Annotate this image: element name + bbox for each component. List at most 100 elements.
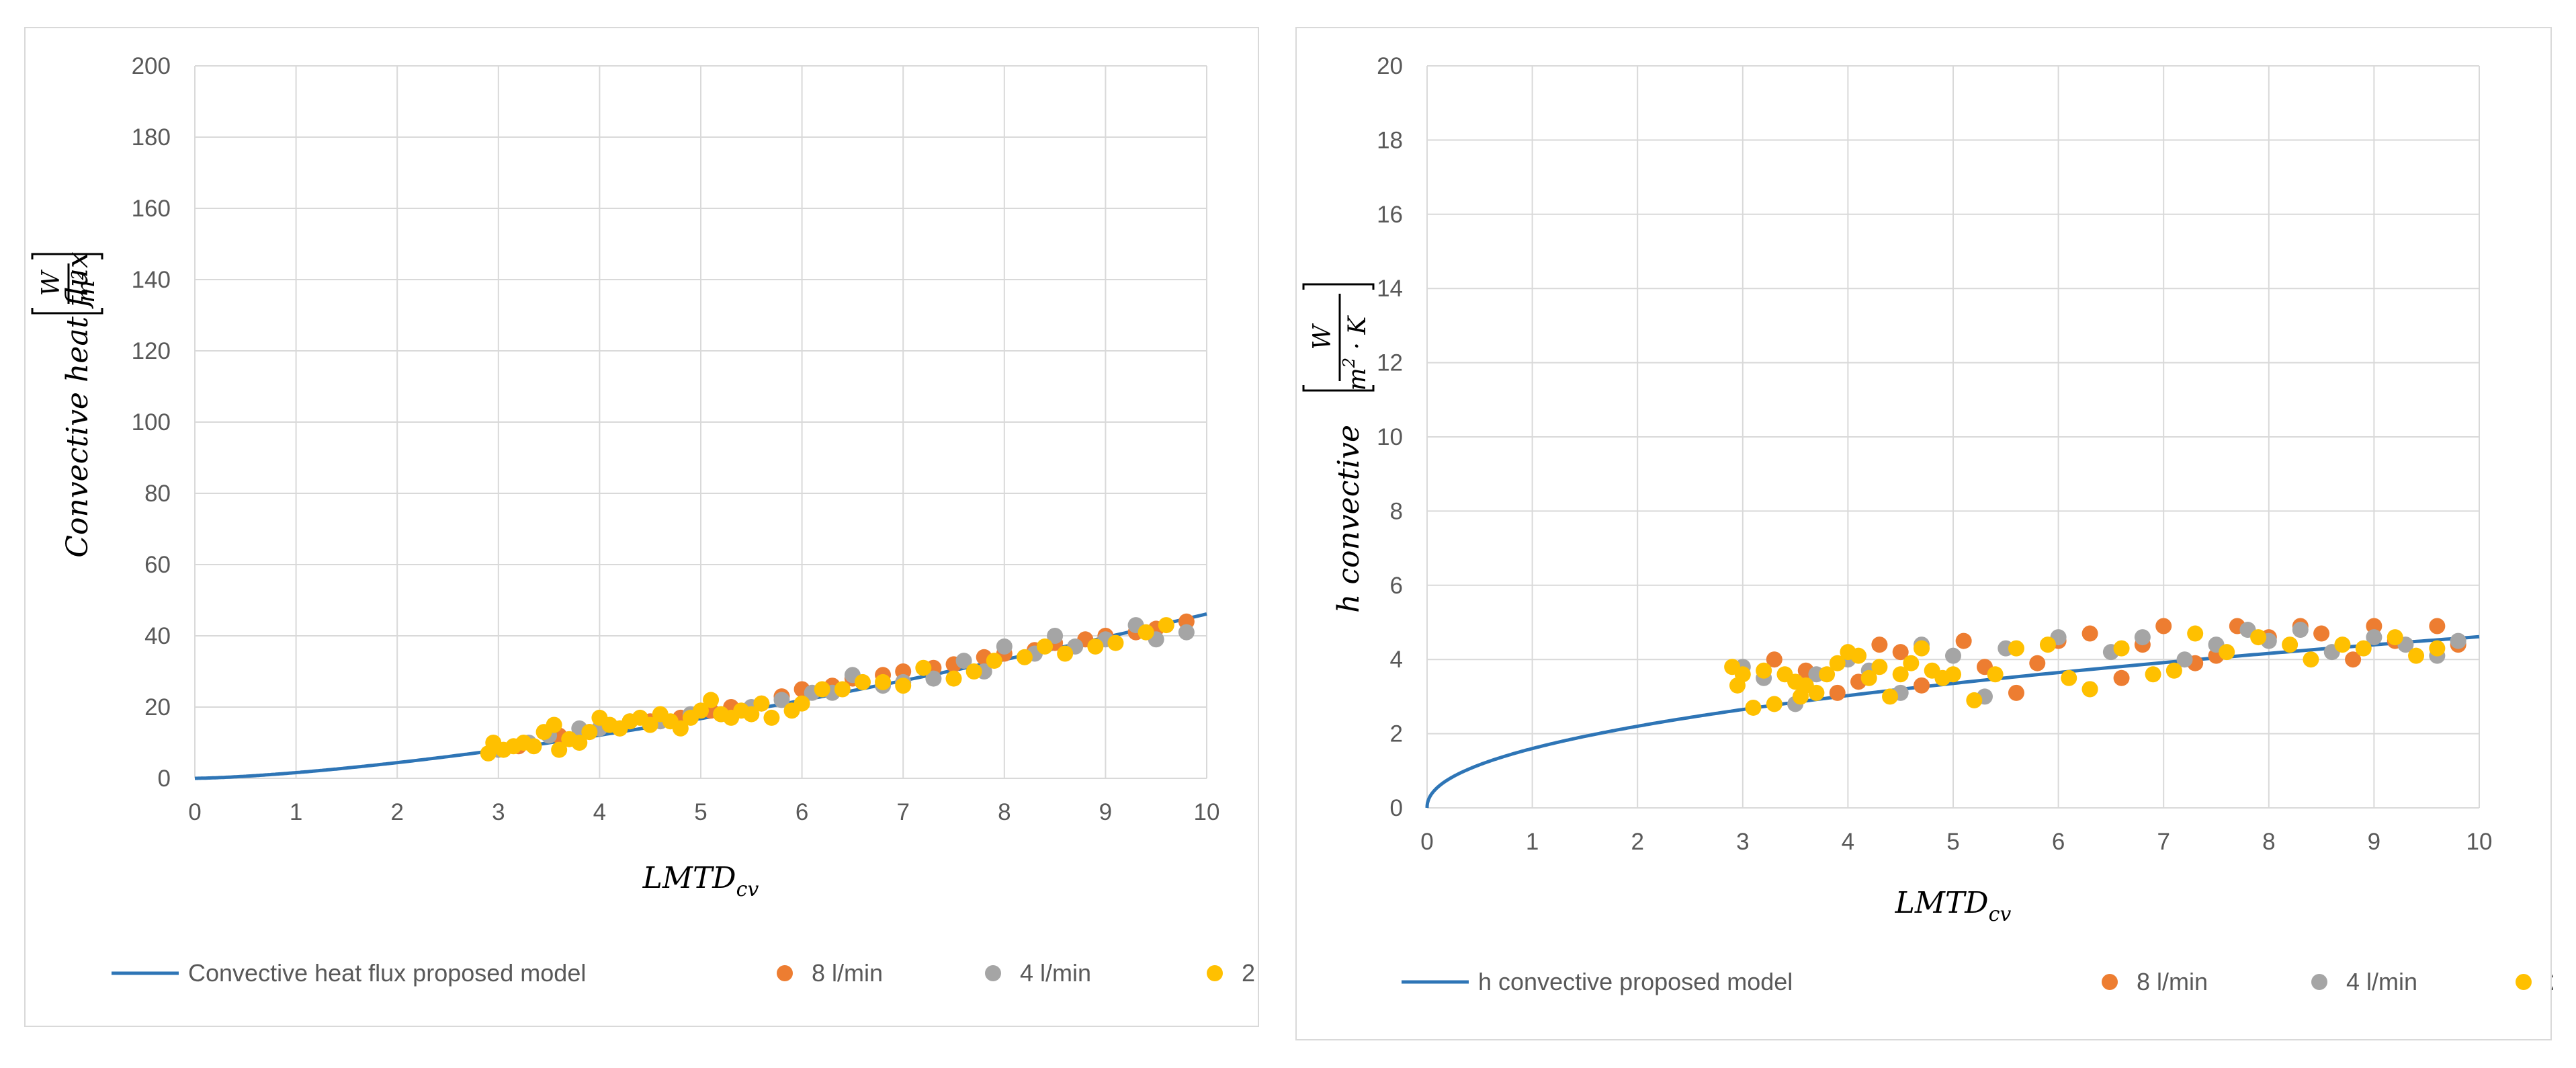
legend-label-2: 2 l/min bbox=[2550, 968, 2553, 995]
data-point bbox=[2408, 647, 2425, 664]
data-point bbox=[743, 706, 760, 723]
data-point bbox=[1016, 649, 1033, 665]
data-point bbox=[2113, 669, 2130, 686]
y-unit-denominator: m2 bbox=[69, 270, 100, 302]
x-tick-label: 4 bbox=[1842, 829, 1854, 855]
legend-label-0: 8 l/min bbox=[812, 959, 883, 987]
data-point bbox=[2303, 651, 2319, 668]
x-tick-label: 5 bbox=[1946, 829, 1959, 855]
data-point bbox=[2081, 625, 2098, 642]
y-tick-label: 12 bbox=[1377, 350, 1403, 376]
left-chart-panel: 0 1 2 3 4 5 6 7 8 9 10 0 20 40 60 80 100 120 140 160 180 200 L… bbox=[24, 27, 1260, 1027]
data-point bbox=[763, 709, 780, 726]
data-point bbox=[2176, 651, 2193, 668]
y-axis-unit: Wm2 · K bbox=[1302, 283, 1375, 392]
data-point bbox=[693, 702, 709, 719]
left-chart: 0 1 2 3 4 5 6 7 8 9 10020406080100120140160180200L… bbox=[31, 53, 1260, 987]
legend-label-1: 4 l/min bbox=[1020, 959, 1091, 987]
data-point bbox=[1955, 632, 1972, 649]
y-tick-label: 200 bbox=[132, 53, 171, 79]
data-point bbox=[895, 677, 912, 694]
data-point bbox=[915, 659, 932, 676]
data-point bbox=[1178, 624, 1195, 641]
data-point bbox=[2355, 640, 2372, 657]
data-point bbox=[1745, 699, 1762, 716]
data-point bbox=[1882, 688, 1899, 705]
y-unit-numerator: W bbox=[1309, 323, 1336, 350]
right-chart-panel: 0 1 2 3 4 5 6 7 8 9 10 0 2 4 6 8 10 12 14 16 18 20 LMTDcv h con… bbox=[1295, 27, 2553, 1040]
data-point bbox=[834, 681, 851, 698]
data-point bbox=[996, 638, 1013, 655]
y-tick-label: 180 bbox=[132, 124, 171, 151]
data-point bbox=[1734, 666, 1751, 683]
y-tick-label: 40 bbox=[144, 623, 171, 649]
data-point bbox=[2219, 644, 2235, 661]
legend-label-2: 2 l/min bbox=[1242, 959, 1260, 987]
x-tick-label: 0 bbox=[1420, 829, 1433, 855]
data-point bbox=[925, 670, 942, 687]
data-point bbox=[2113, 640, 2130, 657]
data-point bbox=[546, 716, 562, 733]
series-2 bbox=[480, 617, 1174, 762]
data-point bbox=[2145, 666, 2161, 683]
data-point bbox=[1987, 666, 2004, 683]
y-unit-tail: · K bbox=[1344, 315, 1371, 358]
data-point bbox=[2134, 629, 2151, 646]
y-tick-label: 20 bbox=[1377, 53, 1403, 79]
data-point bbox=[2334, 636, 2351, 653]
data-point bbox=[1892, 666, 1909, 683]
y-unit-denominator: m2 · K bbox=[1340, 315, 1371, 391]
data-point bbox=[1903, 655, 1920, 671]
data-point bbox=[955, 653, 972, 669]
y-unit-denominator-base: m bbox=[1344, 368, 1371, 391]
legend-model-label: h convective proposed model bbox=[1478, 968, 1793, 995]
y-tick-label: 6 bbox=[1390, 573, 1403, 599]
data-point bbox=[1107, 634, 1124, 651]
y-unit-exponent: 2 bbox=[1340, 358, 1359, 368]
legend: h convective proposed model 8 l/min 4 l/mi… bbox=[1402, 968, 2553, 995]
y-unit-bracket-left bbox=[31, 308, 103, 315]
data-point bbox=[1914, 640, 1930, 657]
data-point bbox=[2165, 662, 2182, 679]
x-tick-label: 9 bbox=[1099, 799, 1112, 825]
y-tick-label: 120 bbox=[132, 338, 171, 364]
data-point bbox=[1850, 647, 1867, 664]
y-unit-bracket-right bbox=[1302, 283, 1375, 290]
data-point bbox=[2345, 651, 2362, 668]
legend-marker-1 bbox=[2311, 974, 2327, 990]
y-unit-denominator-base: m bbox=[73, 280, 100, 303]
y-tick-label: 140 bbox=[132, 267, 171, 293]
data-point bbox=[1766, 651, 1783, 668]
data-point bbox=[2187, 625, 2204, 642]
series-2 bbox=[1724, 625, 2446, 716]
data-point bbox=[525, 738, 542, 755]
data-point bbox=[1756, 662, 1772, 679]
legend-label-0: 8 l/min bbox=[2137, 968, 2208, 995]
data-point bbox=[945, 670, 962, 687]
x-tick-label: 7 bbox=[896, 799, 909, 825]
data-point bbox=[1057, 645, 1074, 662]
data-point bbox=[1945, 666, 1961, 683]
y-tick-label: 14 bbox=[1377, 276, 1403, 302]
data-point bbox=[1047, 628, 1064, 644]
legend-marker-2 bbox=[1207, 965, 1223, 981]
x-tick-label: 4 bbox=[593, 799, 606, 825]
data-point bbox=[854, 673, 871, 690]
gridlines bbox=[1426, 65, 2480, 809]
data-point bbox=[986, 653, 1002, 669]
y-tick-label: 100 bbox=[132, 409, 171, 436]
legend-marker-1 bbox=[985, 965, 1001, 981]
data-point bbox=[581, 724, 598, 741]
data-point bbox=[2313, 625, 2330, 642]
x-tick-label: 2 bbox=[390, 799, 403, 825]
data-point bbox=[1137, 624, 1154, 641]
data-point bbox=[642, 716, 658, 733]
data-point bbox=[2081, 681, 2098, 698]
data-point bbox=[2029, 655, 2046, 671]
legend-marker-0 bbox=[2102, 974, 2118, 990]
data-point bbox=[2292, 622, 2309, 639]
data-point bbox=[2008, 640, 2024, 657]
x-tick-label: 6 bbox=[796, 799, 808, 825]
x-tick-label: 7 bbox=[2157, 829, 2170, 855]
